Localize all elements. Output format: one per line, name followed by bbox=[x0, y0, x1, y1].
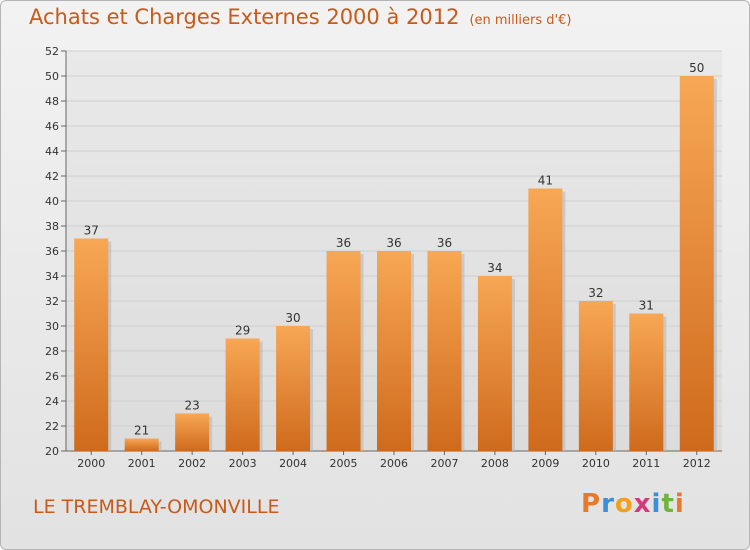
bar-2007 bbox=[427, 251, 462, 451]
bar-value-label: 29 bbox=[235, 324, 250, 338]
y-tick-label: 22 bbox=[45, 420, 59, 433]
chart-unit: (en milliers d'€) bbox=[469, 13, 572, 28]
x-tick-label: 2005 bbox=[330, 457, 358, 470]
bar-value-label: 50 bbox=[689, 61, 704, 75]
y-tick-label: 36 bbox=[45, 245, 59, 258]
y-tick-label: 38 bbox=[45, 220, 59, 233]
bar-value-label: 41 bbox=[538, 174, 553, 188]
y-tick-label: 50 bbox=[45, 70, 59, 83]
logo-letter: i bbox=[651, 489, 662, 519]
logo-letter: i bbox=[674, 489, 685, 519]
logo-letter: r bbox=[601, 489, 615, 519]
label-layer: 20 22 24 26 28 30 32 34 36 38 40 42 44 46 48 50 52 37 2000… bbox=[45, 45, 711, 470]
chart-title-text: Achats et Charges Externes 2000 à 2012 bbox=[29, 5, 460, 29]
city-name: LE TREMBLAY-OMONVILLE bbox=[33, 496, 280, 518]
logo-letter: P bbox=[581, 489, 602, 519]
x-tick-label: 2003 bbox=[229, 457, 257, 470]
chart-title: Achats et Charges Externes 2000 à 2012 (e… bbox=[29, 5, 571, 29]
bar-value-label: 30 bbox=[285, 311, 300, 325]
y-tick-label: 48 bbox=[45, 95, 59, 108]
logo-letter: x bbox=[633, 489, 652, 519]
y-tick-label: 42 bbox=[45, 170, 59, 183]
logo-letter: o bbox=[614, 489, 634, 519]
bar-2010 bbox=[578, 301, 613, 451]
bar-value-label: 37 bbox=[84, 224, 99, 238]
logo-letter: t bbox=[661, 489, 675, 519]
bar-value-label: 36 bbox=[437, 236, 452, 250]
x-tick-label: 2011 bbox=[632, 457, 660, 470]
bar-2003 bbox=[225, 338, 260, 451]
bar-2005 bbox=[326, 251, 361, 451]
bar-2002 bbox=[175, 413, 210, 451]
x-tick-label: 2010 bbox=[582, 457, 610, 470]
x-tick-label: 2009 bbox=[531, 457, 559, 470]
bar-value-label: 32 bbox=[588, 286, 603, 300]
x-tick-label: 2007 bbox=[430, 457, 458, 470]
x-tick-label: 2004 bbox=[279, 457, 307, 470]
y-tick-label: 28 bbox=[45, 345, 59, 358]
y-tick-label: 20 bbox=[45, 445, 59, 458]
bar-value-label: 36 bbox=[336, 236, 351, 250]
y-tick-label: 52 bbox=[45, 45, 59, 58]
y-tick-label: 26 bbox=[45, 370, 59, 383]
y-tick-label: 44 bbox=[45, 145, 59, 158]
bar-value-label: 31 bbox=[639, 299, 654, 313]
bar-value-label: 34 bbox=[487, 261, 502, 275]
bar-value-label: 36 bbox=[386, 236, 401, 250]
bar-2004 bbox=[276, 326, 311, 451]
x-tick-label: 2012 bbox=[683, 457, 711, 470]
x-tick-label: 2008 bbox=[481, 457, 509, 470]
bar-2011 bbox=[629, 313, 664, 451]
y-tick-label: 40 bbox=[45, 195, 59, 208]
bar-2006 bbox=[377, 251, 411, 451]
y-tick-label: 30 bbox=[45, 320, 59, 333]
x-tick-label: 2002 bbox=[178, 457, 206, 470]
x-tick-label: 2001 bbox=[128, 457, 156, 470]
bar-value-label: 21 bbox=[134, 424, 149, 438]
bar-chart: 20 22 24 26 28 30 32 34 36 38 40 42 44 46 48 50 52 37 2000… bbox=[45, 45, 722, 470]
bar-2008 bbox=[477, 276, 512, 451]
bar-2001 bbox=[124, 438, 159, 451]
y-tick-label: 46 bbox=[45, 120, 59, 133]
bar-2000 bbox=[74, 238, 109, 451]
y-tick-label: 34 bbox=[45, 270, 59, 283]
proxiti-logo: Proxiti bbox=[581, 489, 685, 519]
bar-2012 bbox=[679, 76, 714, 451]
bar-2009 bbox=[528, 188, 563, 451]
bar-layer bbox=[74, 76, 717, 451]
x-tick-label: 2000 bbox=[77, 457, 105, 470]
y-tick-label: 24 bbox=[45, 395, 59, 408]
bar-value-label: 23 bbox=[185, 399, 200, 413]
x-tick-label: 2006 bbox=[380, 457, 408, 470]
y-tick-label: 32 bbox=[45, 295, 59, 308]
